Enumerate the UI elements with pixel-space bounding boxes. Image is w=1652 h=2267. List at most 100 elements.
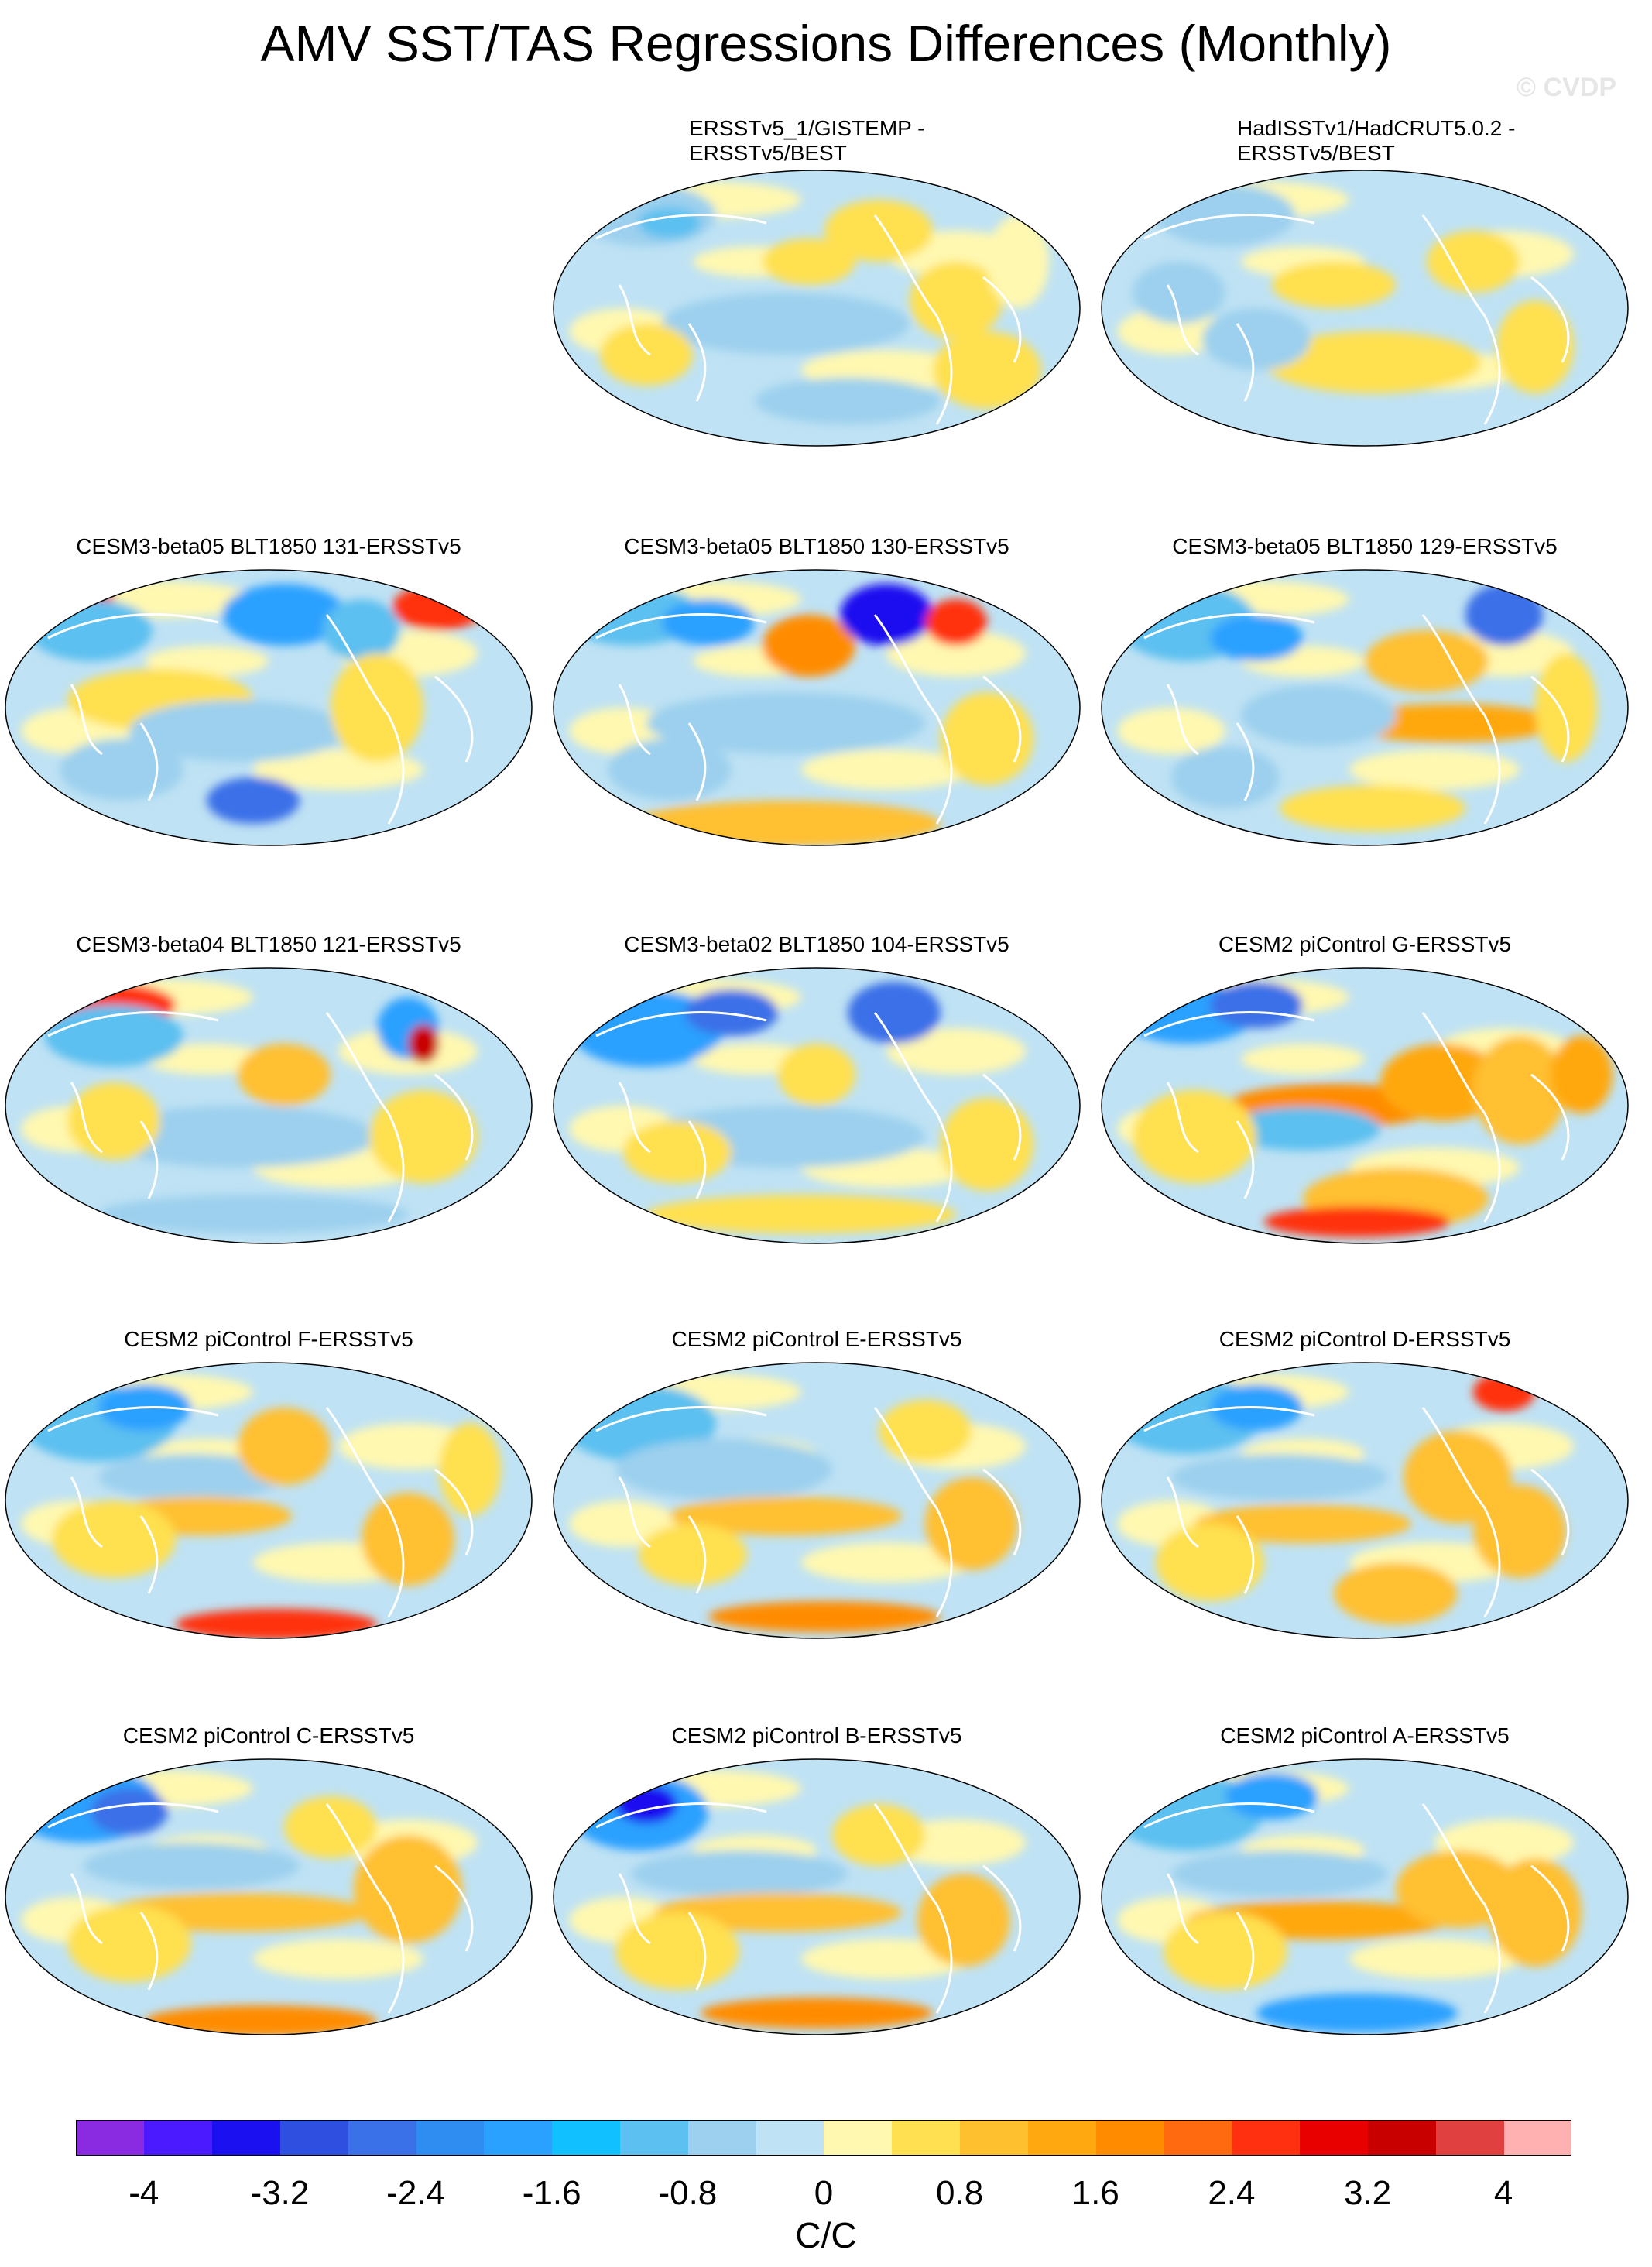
anomaly-region [222, 584, 346, 646]
anomaly-region [623, 1121, 732, 1183]
colorbar-box [1164, 2120, 1232, 2156]
anomaly-region [701, 1998, 933, 2029]
map-panel: CESM3-beta02 BLT1850 104-ERSSTv5 [550, 932, 1084, 1335]
anomaly-region [145, 1044, 269, 1075]
regression-map [1101, 170, 1629, 447]
coastline [1143, 214, 1570, 425]
anomaly-region [917, 1874, 1010, 1967]
coastline [47, 1011, 474, 1223]
anomaly-region [631, 801, 941, 845]
colorbar [76, 2120, 1572, 2156]
colorbar-box [687, 2120, 756, 2156]
colorbar-box [1027, 2120, 1096, 2156]
map-border [5, 569, 533, 846]
anomaly-region [941, 692, 1033, 785]
anomaly-region [840, 584, 933, 646]
panel-title-line: CESM3-beta02 BLT1850 104-ERSSTv5 [624, 932, 1009, 956]
anomaly-region [1427, 231, 1520, 293]
regression-map [553, 1758, 1081, 2035]
anomaly-region [354, 1835, 462, 1943]
colorbar-box [959, 2120, 1028, 2156]
anomaly-region [1171, 746, 1280, 808]
anomaly-region [763, 615, 855, 677]
colorbar-tick-label: -1.6 [522, 2174, 581, 2212]
anomaly-region [1133, 262, 1225, 324]
anomaly-region [910, 262, 1003, 339]
anomaly-region [615, 1785, 677, 1823]
map-border [553, 967, 1081, 1244]
anomaly-region [331, 653, 423, 762]
panel-title: CESM3-beta04 BLT1850 121-ERSSTv5 [2, 932, 536, 957]
anomaly-region [569, 1500, 677, 1547]
anomaly-region [755, 378, 941, 424]
coastline [595, 1802, 1022, 2014]
anomaly-region [662, 599, 755, 646]
colorbar-box [619, 2120, 688, 2156]
anomaly-region [145, 2005, 377, 2035]
anomaly-region [323, 599, 400, 661]
panel-title: CESM3-beta05 BLT1850 129-ERSSTv5 [1098, 534, 1632, 559]
regression-map [553, 967, 1081, 1244]
colorbar-tick-label: 0.8 [936, 2174, 984, 2212]
anomaly-region [1380, 1044, 1504, 1121]
map-panel: CESM3-beta05 BLT1850 130-ERSSTv5 [550, 534, 1084, 937]
anomaly-region [1334, 1562, 1458, 1624]
colorbar-box [416, 2120, 485, 2156]
panel-title: CESM3-beta05 BLT1850 131-ERSSTv5 [2, 534, 536, 559]
anomaly-region [253, 1939, 423, 1979]
anomaly-region [1171, 1850, 1388, 1897]
colorbar-box [143, 2120, 213, 2156]
anomaly-region [925, 599, 987, 646]
anomaly-region [1349, 1939, 1520, 1979]
anomaly-region [1225, 1773, 1318, 1819]
anomaly-region [145, 646, 269, 677]
panel-title-line: CESM2 piControl A-ERSSTv5 [1220, 1723, 1510, 1747]
anomaly-region [67, 1905, 191, 1982]
colorbar-unit: C/C [795, 2215, 857, 2255]
map-panel: CESM2 piControl F-ERSSTv5 [2, 1327, 536, 1730]
panel-title: CESM2 piControl D-ERSSTv5 [1098, 1327, 1632, 1352]
anomaly-region [60, 739, 183, 801]
anomaly-region [1164, 1912, 1287, 1990]
anomaly-region [925, 1477, 1018, 1570]
anomaly-region [1489, 1858, 1582, 1967]
anomaly-region [44, 1005, 183, 1067]
panel-title-line: CESM2 piControl D-ERSSTv5 [1218, 1327, 1511, 1351]
map-border [5, 1758, 533, 2035]
panel-title: CESM2 piControl A-ERSSTv5 [1098, 1723, 1632, 1748]
panel-title-line: ERSSTv5/BEST [1237, 141, 1395, 165]
map-panel: CESM2 piControl A-ERSSTv5 [1098, 1723, 1632, 2126]
anomaly-region [646, 1195, 956, 1233]
anomaly-region [1535, 653, 1597, 762]
anomaly-region [1473, 1485, 1566, 1578]
panel-title: CESM2 piControl G-ERSSTv5 [1098, 932, 1632, 957]
colorbar-tick-label: -4 [129, 2174, 159, 2212]
anomaly-region [886, 630, 1026, 677]
anomaly-region [67, 1082, 160, 1160]
colorbar-tick-label: 2.4 [1208, 2174, 1256, 2212]
anomaly-region [1264, 1206, 1450, 1237]
colorbar-box [1367, 2120, 1436, 2156]
colorbar-tick-label: 1.6 [1071, 2174, 1119, 2212]
map-panel: CESM3-beta04 BLT1850 121-ERSSTv5 [2, 932, 536, 1335]
anomaly-region [832, 1804, 925, 1866]
colorbar-box [1095, 2120, 1164, 2156]
colorbar-tick-label: -2.4 [386, 2174, 445, 2212]
panel-title: CESM3-beta02 BLT1850 104-ERSSTv5 [550, 932, 1084, 957]
regression-map [553, 1362, 1081, 1639]
panel-title: CESM2 piControl F-ERSSTv5 [2, 1327, 536, 1352]
anomaly-region [685, 989, 778, 1036]
map-panel: CESM2 piControl D-ERSSTv5 [1098, 1327, 1632, 1730]
anomaly-region [238, 1408, 331, 1485]
map-border [1101, 967, 1629, 1244]
anomaly-region [615, 1439, 832, 1500]
regression-map [5, 967, 533, 1244]
anomaly-region [83, 1843, 300, 1889]
map-border [1101, 1758, 1629, 2035]
colorbar-box [279, 2120, 348, 2156]
regression-map [5, 1362, 533, 1639]
anomaly-region [646, 692, 925, 754]
panel-title-line: CESM3-beta05 BLT1850 129-ERSSTv5 [1172, 534, 1558, 558]
coastline [595, 613, 1022, 825]
anomaly-region [1241, 1044, 1365, 1075]
